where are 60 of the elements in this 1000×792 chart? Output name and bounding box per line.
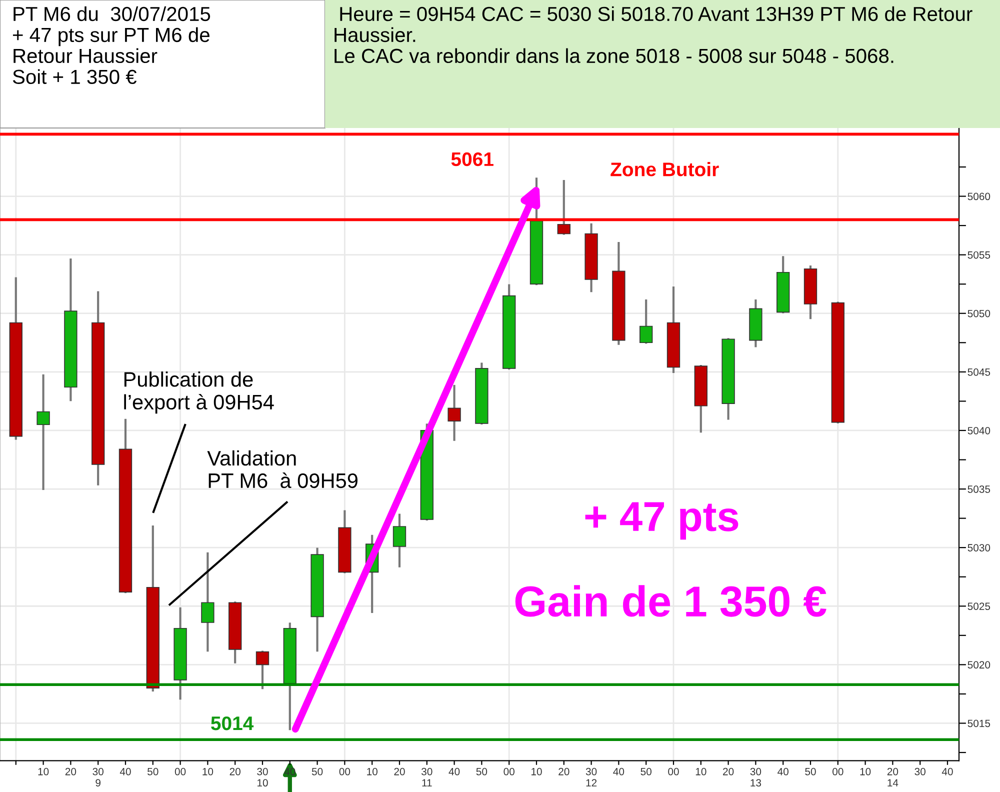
chart-title: PT M6 du 30/07/2015 + 47 pts sur PT M6 de Retour Haussier Soit + 1 350 € bbox=[12, 6, 210, 84]
x-tick-label: 30 10 bbox=[257, 768, 268, 787]
y-tick-label: 5025 bbox=[968, 602, 990, 610]
x-tick-label: 40 bbox=[778, 768, 788, 776]
y-tick-label: 5020 bbox=[968, 661, 990, 669]
x-tick-label: 30 9 bbox=[92, 768, 104, 787]
x-tick-label: 50 bbox=[476, 768, 488, 776]
y-tick-label: 5055 bbox=[968, 251, 990, 259]
x-tick-label: 20 bbox=[230, 768, 240, 776]
x-tick-label: 00 bbox=[339, 768, 350, 776]
x-tick-label: 20 bbox=[558, 768, 570, 776]
chart-subtitle: Heure = 09H54 CAC = 5030 Si 5018.70 Avant 13H39 PT M6 de Retour Haussier. Le CAC va rebondir dans la zone 5018 - 5008 sur 5048 - 5068. bbox=[334, 6, 972, 64]
annotation: 5014 bbox=[211, 716, 254, 730]
x-tick-label: 10 bbox=[860, 768, 871, 776]
x-tick-label: 40 bbox=[120, 768, 131, 776]
x-tick-label: 30 bbox=[914, 768, 926, 776]
candlestick bbox=[256, 650, 270, 690]
candlestick bbox=[36, 374, 50, 490]
annotation: Publication de l’export à 09H54 bbox=[124, 371, 274, 414]
x-tick-label: 50 bbox=[312, 768, 323, 776]
x-tick-label: 30 13 bbox=[750, 768, 762, 787]
candlestick bbox=[448, 384, 461, 441]
x-tick-label: 10 bbox=[367, 768, 378, 776]
x-tick-label: 20 14 bbox=[887, 768, 898, 786]
y-tick-label: 5040 bbox=[968, 426, 990, 434]
x-tick-label: 00 bbox=[832, 768, 844, 776]
x-tick-label: 20 bbox=[723, 768, 734, 776]
candlestick bbox=[557, 180, 570, 235]
y-tick-label: 5035 bbox=[968, 486, 990, 493]
x-tick-label: 50 bbox=[640, 768, 652, 776]
candlestick bbox=[201, 552, 214, 652]
candlestick bbox=[640, 299, 653, 344]
x-tick-label: 40 bbox=[942, 768, 953, 776]
x-tick-label: 00 bbox=[174, 768, 186, 776]
x-tick-label: 50 bbox=[148, 768, 158, 776]
x-tick-label: 40 bbox=[613, 768, 624, 776]
x-tick-label: 30 12 bbox=[586, 768, 597, 786]
x-tick-label: 20 bbox=[65, 768, 76, 776]
x-tick-label: 40 bbox=[284, 768, 296, 776]
annotation: Gain de 1 350 € bbox=[515, 585, 826, 617]
y-tick-label: 5050 bbox=[968, 310, 990, 318]
y-tick-label: 5045 bbox=[968, 368, 990, 376]
x-tick-label: 40 bbox=[448, 768, 460, 776]
annotation: Validation PT M6 à 09H59 bbox=[207, 450, 358, 488]
x-tick-label: 10 bbox=[696, 768, 706, 776]
annotation: Zone Butoir bbox=[610, 162, 719, 176]
y-tick-label: 5015 bbox=[968, 720, 990, 728]
y-tick-label: 5030 bbox=[968, 544, 990, 552]
x-tick-label: 50 bbox=[805, 768, 816, 776]
x-tick-label: 10 bbox=[38, 768, 49, 776]
candlestick bbox=[392, 514, 406, 568]
x-tick-label: 00 bbox=[668, 768, 679, 776]
x-tick-label: 00 bbox=[504, 768, 514, 776]
x-tick-label: 10 bbox=[202, 768, 214, 776]
annotation: + 47 pts bbox=[585, 502, 738, 540]
annotation: 5061 bbox=[451, 152, 494, 166]
x-tick-label: 30 11 bbox=[421, 768, 432, 786]
y-tick-label: 5060 bbox=[968, 192, 990, 200]
x-tick-label: 20 bbox=[394, 768, 405, 776]
x-tick-label: 10 bbox=[531, 768, 542, 776]
